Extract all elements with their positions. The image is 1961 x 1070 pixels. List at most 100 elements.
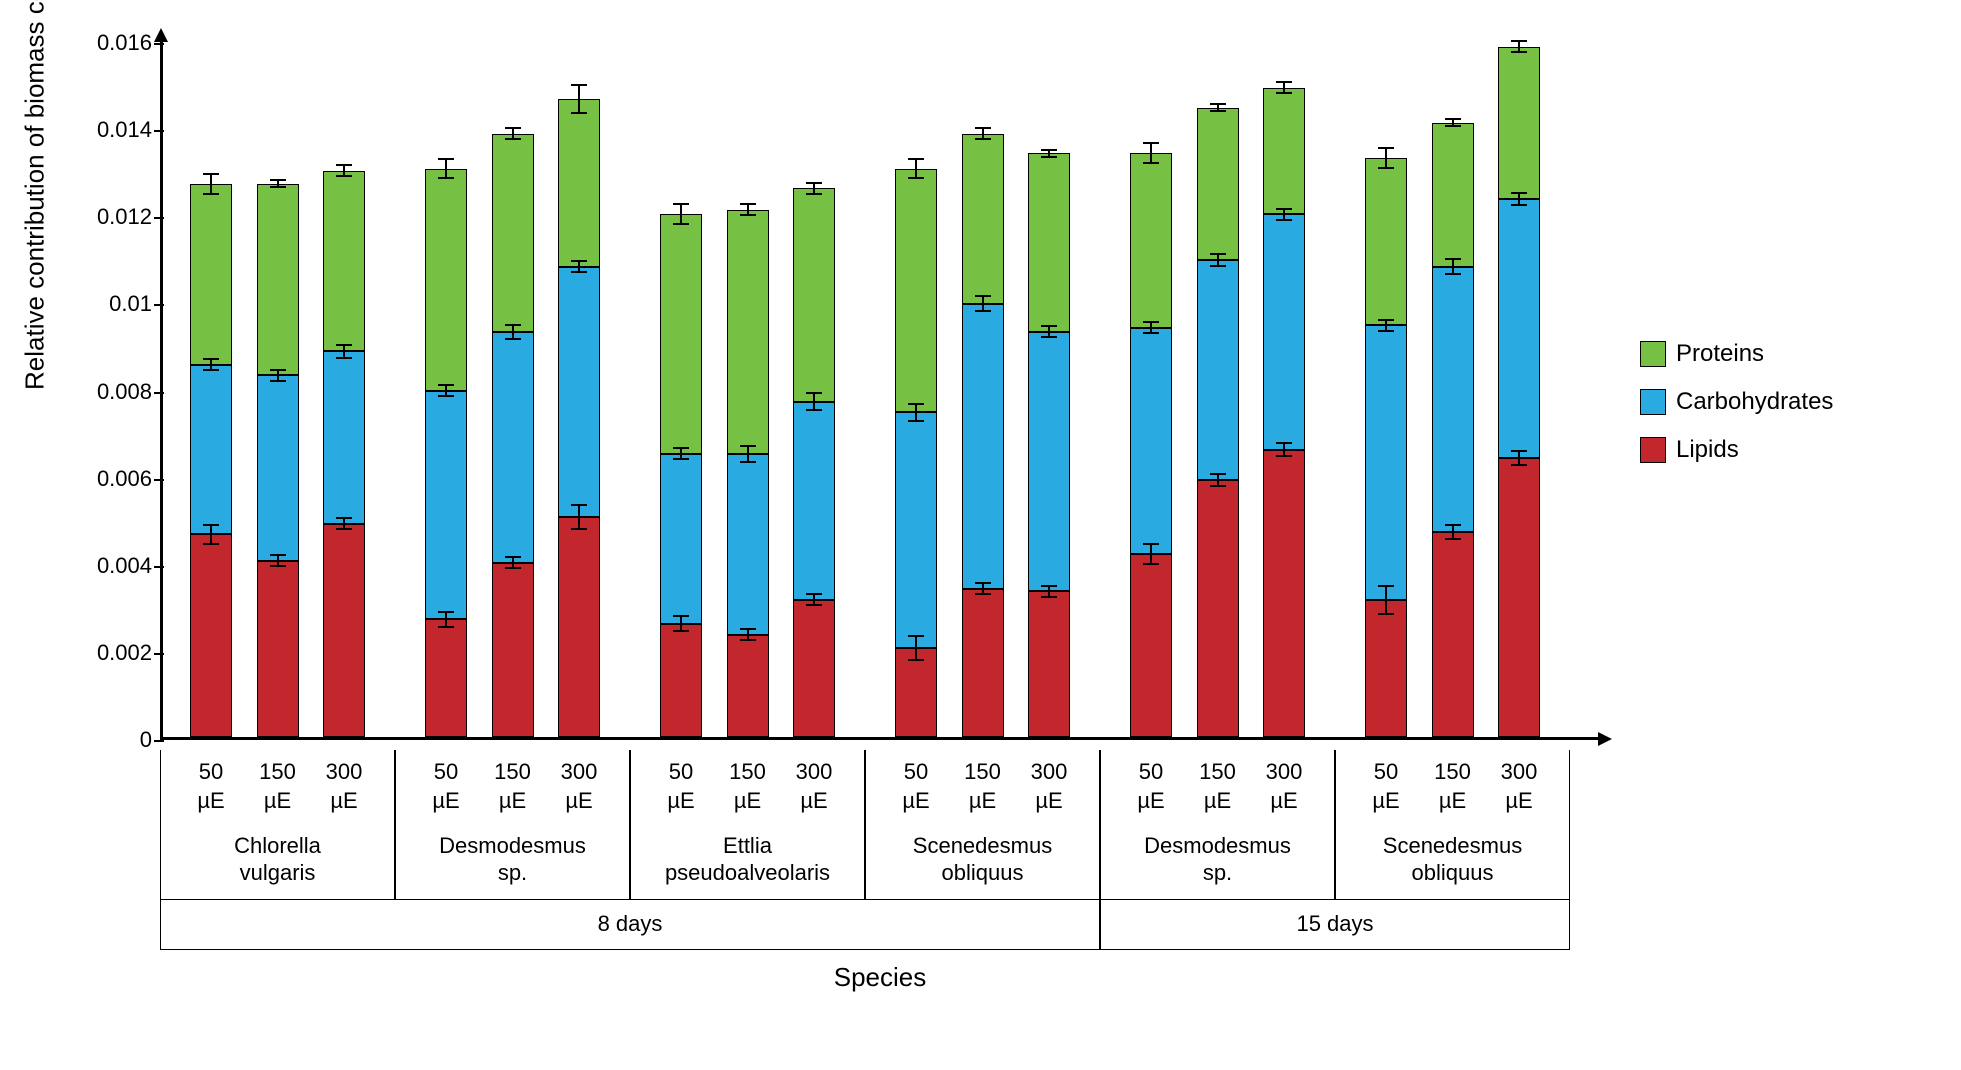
x-axis-arrow-icon [1598, 732, 1612, 746]
error-bar [813, 593, 815, 606]
error-bar [747, 445, 749, 462]
bar-segment-lipids [962, 589, 1004, 737]
y-tick-label: 0.004 [90, 553, 152, 579]
bar-segment-lipids [1432, 532, 1474, 737]
bars-container [160, 40, 1600, 737]
error-bar [578, 504, 580, 530]
bar [492, 134, 534, 737]
y-tick-label: 0.01 [90, 291, 152, 317]
bar-segment-lipids [793, 600, 835, 737]
y-tick-label: 0.014 [90, 117, 152, 143]
bar-segment-lipids [323, 524, 365, 737]
bar [727, 210, 769, 737]
y-tick-label: 0.008 [90, 379, 152, 405]
bar-segment-carbohydrates [962, 304, 1004, 589]
bar [660, 214, 702, 737]
species-cell: Ettliapseudoalveolaris [630, 820, 865, 900]
bar-segment-carbohydrates [1498, 199, 1540, 458]
condition-group-cell [865, 750, 1100, 820]
error-bar [1283, 442, 1285, 458]
bar-segment-carbohydrates [1432, 267, 1474, 533]
bar-segment-lipids [1498, 458, 1540, 737]
bar [1197, 108, 1239, 737]
y-tick-label: 0 [90, 727, 152, 753]
bar-segment-carbohydrates [1365, 325, 1407, 599]
y-tick-label: 0.002 [90, 640, 152, 666]
y-tick-label: 0.012 [90, 204, 152, 230]
bar [1432, 123, 1474, 737]
bar-segment-carbohydrates [895, 412, 937, 647]
bar-segment-lipids [1263, 450, 1305, 738]
bar-segment-proteins [1130, 153, 1172, 327]
species-cell: Desmodesmussp. [395, 820, 630, 900]
bar [190, 184, 232, 737]
error-bar [1452, 524, 1454, 540]
bar-segment-lipids [1028, 591, 1070, 737]
bar-segment-carbohydrates [323, 351, 365, 523]
error-bar [982, 127, 984, 140]
bar-segment-carbohydrates [558, 267, 600, 517]
bar-segment-proteins [895, 169, 937, 413]
error-bar [445, 158, 447, 180]
y-tick-label: 0.016 [90, 30, 152, 56]
error-bar [1048, 325, 1050, 338]
bar-segment-lipids [492, 563, 534, 737]
legend: Proteins Carbohydrates Lipids [1640, 340, 1833, 484]
bar-segment-proteins [323, 171, 365, 352]
condition-group-cell [395, 750, 630, 820]
legend-item-lipids: Lipids [1640, 436, 1833, 464]
bar-segment-proteins [1263, 88, 1305, 214]
legend-label-proteins: Proteins [1676, 340, 1764, 368]
bar-segment-proteins [558, 99, 600, 267]
legend-swatch-proteins [1640, 341, 1666, 367]
error-bar [747, 628, 749, 641]
bar-segment-proteins [425, 169, 467, 391]
error-bar [680, 615, 682, 632]
error-bar [210, 524, 212, 546]
plot-area: 00.0020.0040.0060.0080.010.0120.0140.016 [160, 40, 1600, 740]
error-bar [578, 84, 580, 114]
bar-segment-proteins [1498, 47, 1540, 199]
bar-segment-lipids [425, 619, 467, 737]
bar-segment-proteins [257, 184, 299, 376]
bar-segment-proteins [1197, 108, 1239, 260]
error-bar [915, 403, 917, 422]
error-bar [1217, 103, 1219, 112]
species-cell: Scenedesmusobliquus [1335, 820, 1570, 900]
error-bar [343, 517, 345, 530]
error-bar [1452, 118, 1454, 127]
legend-label-lipids: Lipids [1676, 436, 1739, 464]
condition-group-cell [1100, 750, 1335, 820]
error-bar [578, 260, 580, 273]
error-bar [343, 344, 345, 360]
bar [1498, 47, 1540, 737]
bar-segment-proteins [1432, 123, 1474, 267]
bar-segment-lipids [895, 648, 937, 737]
error-bar [445, 384, 447, 397]
condition-group-cell [160, 750, 395, 820]
bar [257, 184, 299, 737]
error-bar [210, 173, 212, 195]
bar-segment-lipids [190, 534, 232, 737]
legend-swatch-lipids [1640, 437, 1666, 463]
error-bar [1518, 40, 1520, 53]
legend-swatch-carbohydrates [1640, 389, 1666, 415]
biomass-stacked-bar-chart: Relative contribution of biomass content… [20, 20, 1941, 1050]
bar-segment-carbohydrates [425, 391, 467, 620]
error-bar [915, 635, 917, 661]
error-bar [445, 611, 447, 628]
error-bar [512, 556, 514, 569]
bar [895, 169, 937, 737]
error-bar [1048, 585, 1050, 598]
bar [962, 134, 1004, 737]
bar-segment-carbohydrates [1130, 328, 1172, 555]
bar-segment-proteins [962, 134, 1004, 304]
bar-segment-lipids [1130, 554, 1172, 737]
bar-segment-carbohydrates [190, 365, 232, 535]
bar-segment-lipids [660, 624, 702, 737]
error-bar [747, 203, 749, 216]
error-bar [1048, 149, 1050, 158]
error-bar [343, 164, 345, 177]
bar [558, 99, 600, 737]
error-bar [680, 203, 682, 225]
